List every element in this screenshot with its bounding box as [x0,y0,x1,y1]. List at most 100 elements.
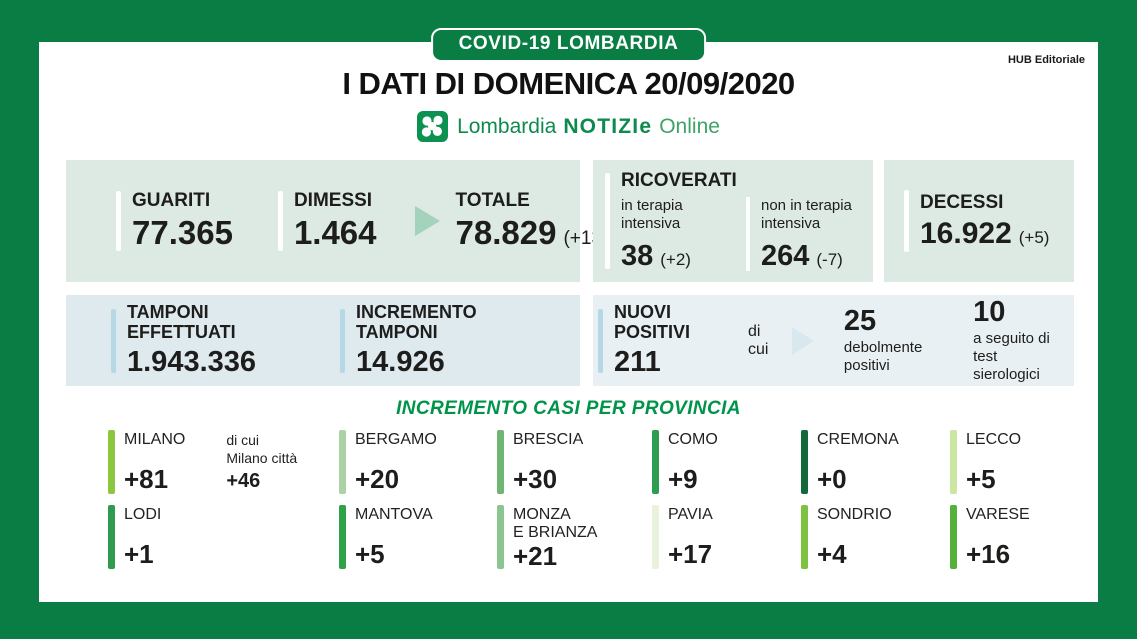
province-increment: +5 [966,464,996,494]
province-name: LECCO [966,431,1022,448]
province-increment: +9 [668,464,698,494]
province-increment: +81 [124,464,169,494]
nuovi-positivi-stat: NUOVI POSITIVI 211 [598,302,691,379]
province-increment: +4 [817,539,847,569]
province-name: SONDRIO [817,506,892,523]
icu-stat: in terapia intensiva 38 (+2) [621,197,746,271]
province-color-bar [108,430,115,494]
decessi-label: DECESSI [920,191,1004,213]
page-title: I DATI DI DOMENICA 20/09/2020 [342,66,795,101]
decessi-stat: DECESSI 16.922 (+5) [904,190,1049,252]
nuovi-positivi-value: 211 [614,346,661,379]
province-color-bar [497,430,504,494]
logo-lombardia: Lombardia [457,114,557,138]
totale-value: 78.829 [455,214,557,252]
province-name: BERGAMO [355,431,437,448]
province-item: CREMONA +0 [801,430,950,494]
ricoverati-title: RICOVERATI [621,170,737,191]
accent-bar [904,190,909,252]
province-name: CREMONA [817,431,899,448]
province-increment: +17 [668,539,713,569]
non-icu-label: non in terapia intensiva [761,197,852,232]
guariti-label: GUARITI [132,190,211,212]
province-section-title: INCREMENTO CASI PER PROVINCIA [396,398,741,419]
province-sub-stat: di cui Milano città +46 [226,430,297,494]
icu-value: 38 [621,240,654,272]
decessi-value: 16.922 [920,216,1012,250]
accent-bar [598,308,603,373]
province-item: VARESE +16 [950,505,1098,569]
serology-value: 10 [973,295,1006,328]
incremento-tamponi-label: INCREMENTO TAMPONI [356,302,477,343]
logo-online: Online [659,114,720,138]
province-increment: +1 [124,539,154,569]
province-item: LECCO +5 [950,430,1098,494]
deaths-box: DECESSI 16.922 (+5) [884,160,1074,282]
province-increment: +0 [817,464,847,494]
arrow-right-icon [791,326,814,355]
province-item: MANTOVA +5 [339,505,497,569]
province-color-bar [108,505,115,569]
province-increment: +16 [966,539,1011,569]
province-color-bar [950,505,957,569]
province-name: COMO [668,431,718,448]
hospitalized-box: RICOVERATI in terapia intensiva 38 (+2) … [593,160,873,282]
weakly-positive-value: 25 [843,304,877,337]
province-item: MONZA E BRIANZA +21 [497,505,652,569]
accent-bar [340,308,345,373]
tests-box: TAMPONI EFFETTUATI 1.943.336 INCREMENTO … [66,295,580,386]
content-panel: HUB Editoriale I DATI DI DOMENICA 20/09/… [39,42,1098,602]
province-color-bar [339,430,346,494]
province-name: MANTOVA [355,506,433,523]
incremento-tamponi-value: 14.926 [356,346,445,379]
tamponi-label: TAMPONI EFFETTUATI [127,302,236,343]
logo-notizie: NOTIZIe [563,114,653,138]
province-name: MILANO [124,431,186,448]
accent-bar [605,173,610,269]
logo-wordmark: Lombardia NOTIZIe Online [457,115,720,139]
province-color-bar [801,505,808,569]
province-color-bar [652,505,659,569]
serology-stat: 10 a seguito di test sierologici [973,295,1074,384]
totale-label: TOTALE [455,190,530,212]
province-item: SONDRIO +4 [801,505,950,569]
province-increment: +21 [513,540,558,571]
province-sub-label: di cui Milano città [226,432,298,466]
accent-bar [116,191,121,251]
province-grid: MILANO +81 di cui Milano città +46 BERGA… [108,430,1098,569]
dimessi-stat: DIMESSI 1.464 [277,190,377,251]
non-icu-delta: (-7) [816,250,843,269]
nuovi-positivi-label: NUOVI POSITIVI [614,302,691,343]
province-sub-value: +46 [226,470,261,492]
province-item: BRESCIA +30 [497,430,652,494]
recovered-box: GUARITI 77.365 DIMESSI 1.464 TOTALE 78.8… [66,160,619,282]
guariti-value: 77.365 [132,214,233,252]
non-icu-stat: non in terapia intensiva 264 (-7) [746,197,852,271]
publisher-credit: HUB Editoriale [1007,54,1085,66]
province-name: LODI [124,506,162,523]
province-color-bar [950,430,957,494]
serology-label: a seguito di test sierologici [973,330,1050,384]
province-item: MILANO +81 di cui Milano città +46 [108,430,339,494]
province-increment: +5 [355,539,385,569]
province-name: BRESCIA [513,431,584,448]
guariti-stat: GUARITI 77.365 [116,190,233,252]
accent-bar [277,191,283,251]
non-icu-value: 264 [761,240,810,272]
province-item: COMO +9 [652,430,801,494]
lombardia-notizie-logo: Lombardia NOTIZIe Online [39,111,1098,142]
province-name: MONZA E BRIANZA [513,506,598,542]
weakly-positive-stat: 25 debolmente positivi [843,304,959,375]
icu-label: in terapia intensiva [621,197,683,232]
accent-bar [111,308,116,373]
province-color-bar [497,505,504,569]
province-color-bar [801,430,808,494]
province-color-bar [652,430,659,494]
province-color-bar [339,505,346,569]
province-name: VARESE [966,506,1030,523]
province-item: PAVIA +17 [652,505,801,569]
province-increment: +30 [513,464,558,494]
rosa-camuna-icon [417,111,449,142]
new-positives-box: NUOVI POSITIVI 211 di cui 25 debolmente … [593,295,1074,386]
